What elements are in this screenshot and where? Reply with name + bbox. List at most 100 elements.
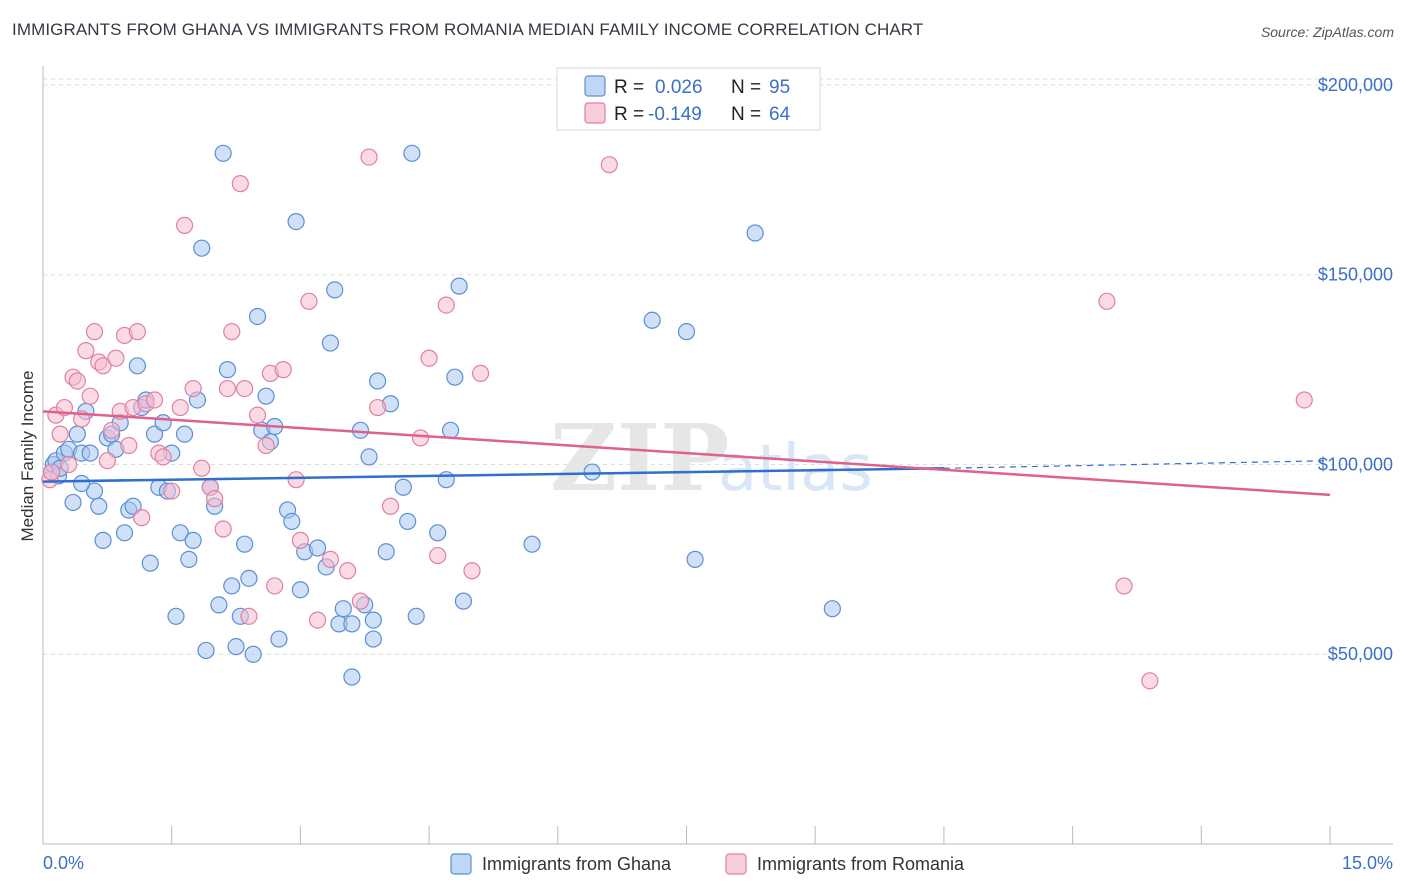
romania-points xyxy=(41,148,1313,690)
ghana-point-83 xyxy=(441,421,460,439)
romania-point-34 xyxy=(214,520,232,538)
romania-point-65 xyxy=(1295,391,1313,409)
romania-point-45 xyxy=(287,471,305,489)
ghana-point-87 xyxy=(523,535,541,553)
ghana-point-64 xyxy=(326,281,344,299)
ghana-point-82 xyxy=(437,471,455,489)
ghana-point-90 xyxy=(677,323,696,341)
romania-point-28 xyxy=(171,398,189,417)
ghana-point-22 xyxy=(128,357,146,375)
ghana-point-28 xyxy=(154,414,172,432)
romania-point-3 xyxy=(51,425,69,443)
ghana-point-55 xyxy=(270,630,288,648)
bottom-legend-romania-label: Immigrants from Romania xyxy=(757,854,965,874)
ghana-point-19 xyxy=(115,524,134,542)
romania-point-39 xyxy=(240,607,258,625)
ghana-point-88 xyxy=(583,463,601,481)
romania-point-64 xyxy=(1141,672,1159,690)
romania-point-58 xyxy=(437,296,455,314)
bottom-legend-ghana-label: Immigrants from Ghana xyxy=(482,854,672,874)
ghana-point-45 xyxy=(227,638,245,656)
romania-point-11 xyxy=(85,323,104,341)
ghana-point-84 xyxy=(446,368,464,386)
romania-point-15 xyxy=(103,421,121,439)
ghana-point-77 xyxy=(394,478,412,496)
ghana-point-58 xyxy=(287,213,305,231)
ghana-point-43 xyxy=(218,361,237,379)
romania-point-29 xyxy=(175,216,194,234)
y-tick-label-2: $150,000 xyxy=(1318,265,1393,285)
ghana-point-31 xyxy=(167,607,185,625)
legend-ghana-n-label: N = xyxy=(731,77,761,98)
romania-point-48 xyxy=(308,611,327,629)
ghana-point-50 xyxy=(248,307,267,326)
ghana-point-32 xyxy=(171,524,189,542)
romania-point-63 xyxy=(1115,577,1133,595)
romania-point-62 xyxy=(1098,292,1116,310)
ghana-point-92 xyxy=(746,224,764,242)
legend-romania-swatch xyxy=(584,102,606,124)
romania-point-10 xyxy=(81,387,99,405)
romania-point-30 xyxy=(184,379,202,398)
ghana-point-67 xyxy=(343,615,361,633)
romania-point-51 xyxy=(351,592,370,610)
ghana-point-79 xyxy=(403,144,421,162)
romania-point-9 xyxy=(77,342,95,360)
ghana-point-57 xyxy=(283,512,301,531)
ghana-point-47 xyxy=(236,535,254,553)
romania-point-22 xyxy=(133,509,151,527)
ghana-point-72 xyxy=(364,630,382,648)
axes xyxy=(42,66,1393,845)
legend-ghana-r-value: 0.026 xyxy=(655,77,703,98)
romania-point-41 xyxy=(257,436,275,455)
romania-point-37 xyxy=(231,175,249,193)
ghana-point-66 xyxy=(334,600,352,618)
romania-point-26 xyxy=(154,448,172,466)
ghana-point-13 xyxy=(90,497,108,515)
source-note: Source: ZipAtlas.com xyxy=(1260,24,1394,40)
romania-trend-line xyxy=(42,410,1331,497)
ghana-point-7 xyxy=(64,493,82,512)
bottom-legend: Immigrants from Ghana Immigrants from Ro… xyxy=(450,853,965,875)
ghana-point-91 xyxy=(686,550,704,568)
ghana-point-85 xyxy=(450,277,468,295)
trend-lines xyxy=(42,410,1331,497)
ghana-point-44 xyxy=(223,577,241,595)
ghana-point-8 xyxy=(68,425,86,443)
romania-point-55 xyxy=(411,429,430,447)
gridlines xyxy=(43,78,1393,655)
romania-point-35 xyxy=(218,379,237,398)
ghana-point-37 xyxy=(193,239,211,257)
romania-point-38 xyxy=(236,379,254,398)
legend-romania-r-label: R = xyxy=(614,104,644,125)
romania-point-59 xyxy=(463,562,481,580)
bottom-legend-romania-swatch xyxy=(725,853,747,875)
ghana-point-86 xyxy=(454,592,473,610)
romania-point-52 xyxy=(360,148,378,166)
legend-romania-r-value: -0.149 xyxy=(648,104,702,125)
legend-ghana-swatch xyxy=(584,75,606,97)
ghana-point-34 xyxy=(180,550,198,568)
ghana-point-80 xyxy=(407,607,425,625)
romania-point-16 xyxy=(107,349,125,367)
ghana-point-73 xyxy=(364,611,382,629)
ghana-point-14 xyxy=(94,531,112,549)
ghana-point-52 xyxy=(257,387,275,405)
romania-point-36 xyxy=(223,323,241,341)
ghana-point-35 xyxy=(184,531,202,549)
ghana-point-69 xyxy=(351,421,370,439)
ghana-point-75 xyxy=(377,543,395,561)
ghana-point-63 xyxy=(321,334,340,352)
romania-point-44 xyxy=(274,361,292,379)
ghana-point-25 xyxy=(141,554,159,572)
legend: R = 0.026 N = 95 R = -0.149 N = 64 xyxy=(556,67,821,131)
ghana-point-89 xyxy=(643,311,661,329)
romania-point-27 xyxy=(163,482,181,500)
watermark-zip: ZIP xyxy=(550,404,729,512)
ghana-point-71 xyxy=(360,448,378,466)
romania-point-24 xyxy=(145,391,164,409)
y-tick-label-0: $50,000 xyxy=(1328,644,1393,664)
ghana-trend-line xyxy=(42,467,944,483)
romania-point-53 xyxy=(369,398,387,417)
